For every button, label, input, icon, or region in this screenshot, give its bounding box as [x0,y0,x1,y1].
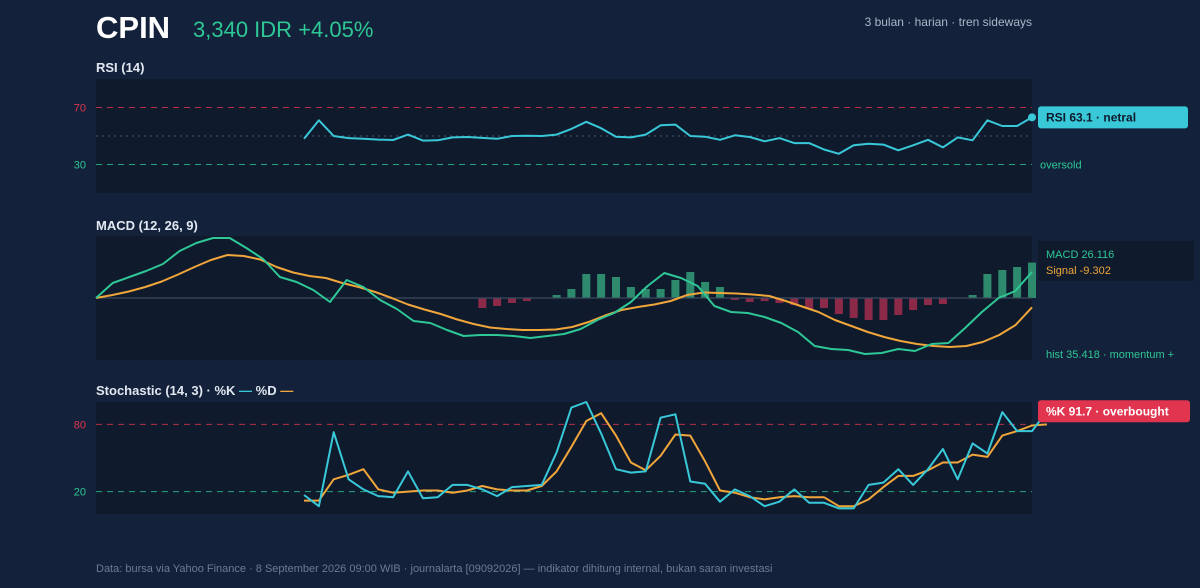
stoch-d-legend: %D [256,383,277,398]
histogram-bar [820,298,828,308]
histogram-bar [597,274,606,298]
stochastic-panel: Stochastic (14, 3) · %K — %D — 80 20 %K … [74,383,1190,514]
histogram-bar [508,298,516,303]
rsi-callout-text: RSI 63.1 · netral [1046,110,1136,124]
stoch-k-legend: %K [214,383,236,398]
histogram-bar [790,298,799,305]
histogram-bar [1028,262,1036,298]
histogram-bar [938,298,947,304]
signal-line [95,254,1033,348]
signal-legend-value: Signal -9.302 [1046,265,1111,277]
histogram-bar [745,298,754,302]
histogram-bar [983,274,992,298]
histogram-bar [864,298,873,320]
histogram-bar [552,295,561,298]
histogram-bar [612,277,620,298]
macd-line [95,237,1033,355]
price-change: 3,340 IDR +4.05% [193,17,374,42]
histogram-label: hist 35.418 · momentum + [1046,349,1174,361]
macd-panel: MACD (12, 26, 9) MACD 26.116 Signal -9.3… [95,218,1194,361]
histogram-bar [849,298,858,318]
stochastic-title: Stochastic (14, 3) · %K — %D — [96,383,293,398]
stoch-d-line [304,412,1047,508]
indicator-charts: RSI (14) 70 30 RSI 63.1 · netral oversol… [74,60,1194,514]
histogram-bar [760,298,769,301]
ticker-symbol: CPIN [96,10,171,45]
histogram-bar [909,298,918,310]
histogram-bar [1013,267,1022,298]
histogram-bar [686,272,695,298]
histogram-bar [879,298,888,320]
rsi-line [303,116,1033,155]
macd-histogram [478,262,1036,320]
macd-legend-value: MACD 26.116 [1046,249,1114,261]
stoch-callout-badge [1038,400,1190,423]
histogram-bar [671,280,680,298]
rsi-tick-70: 70 [74,103,86,115]
macd-legend-box [1038,241,1194,281]
histogram-bar [998,270,1007,298]
histogram-bar [775,298,784,303]
stoch-callout-text: %K 91.7 · overbought [1046,404,1169,418]
histogram-bar [522,298,531,301]
histogram-bar [493,298,502,306]
histogram-bar [626,287,635,298]
rsi-oversold-label: oversold [1040,160,1082,172]
histogram-bar [834,298,843,314]
subtitle: 3 bulan · harian · tren sideways [864,15,1032,29]
histogram-bar [924,298,932,305]
histogram-bar [701,282,710,298]
histogram-bar [894,298,903,315]
histogram-bar [582,274,591,298]
histogram-bar [968,295,977,298]
rsi-tick-30: 30 [74,160,86,172]
histogram-bar [730,298,739,300]
footer-source: Data: bursa via Yahoo Finance · 8 Septem… [96,563,773,575]
stoch-tick-80: 80 [74,419,86,431]
stoch-tick-20: 20 [74,487,86,499]
rsi-title: RSI (14) [96,60,144,75]
histogram-bar [567,289,576,298]
rsi-panel: RSI (14) 70 30 RSI 63.1 · netral oversol… [74,60,1188,193]
header: CPIN 3,340 IDR +4.05% 3 bulan · harian ·… [0,0,1200,50]
rsi-last-point [1028,113,1036,122]
macd-title: MACD (12, 26, 9) [96,218,198,233]
stoch-k-line [303,401,1048,510]
histogram-bar [478,298,487,308]
rsi-callout-badge [1038,106,1188,129]
histogram-bar [656,289,665,298]
histogram-bar [641,289,650,298]
histogram-bar [805,298,814,309]
